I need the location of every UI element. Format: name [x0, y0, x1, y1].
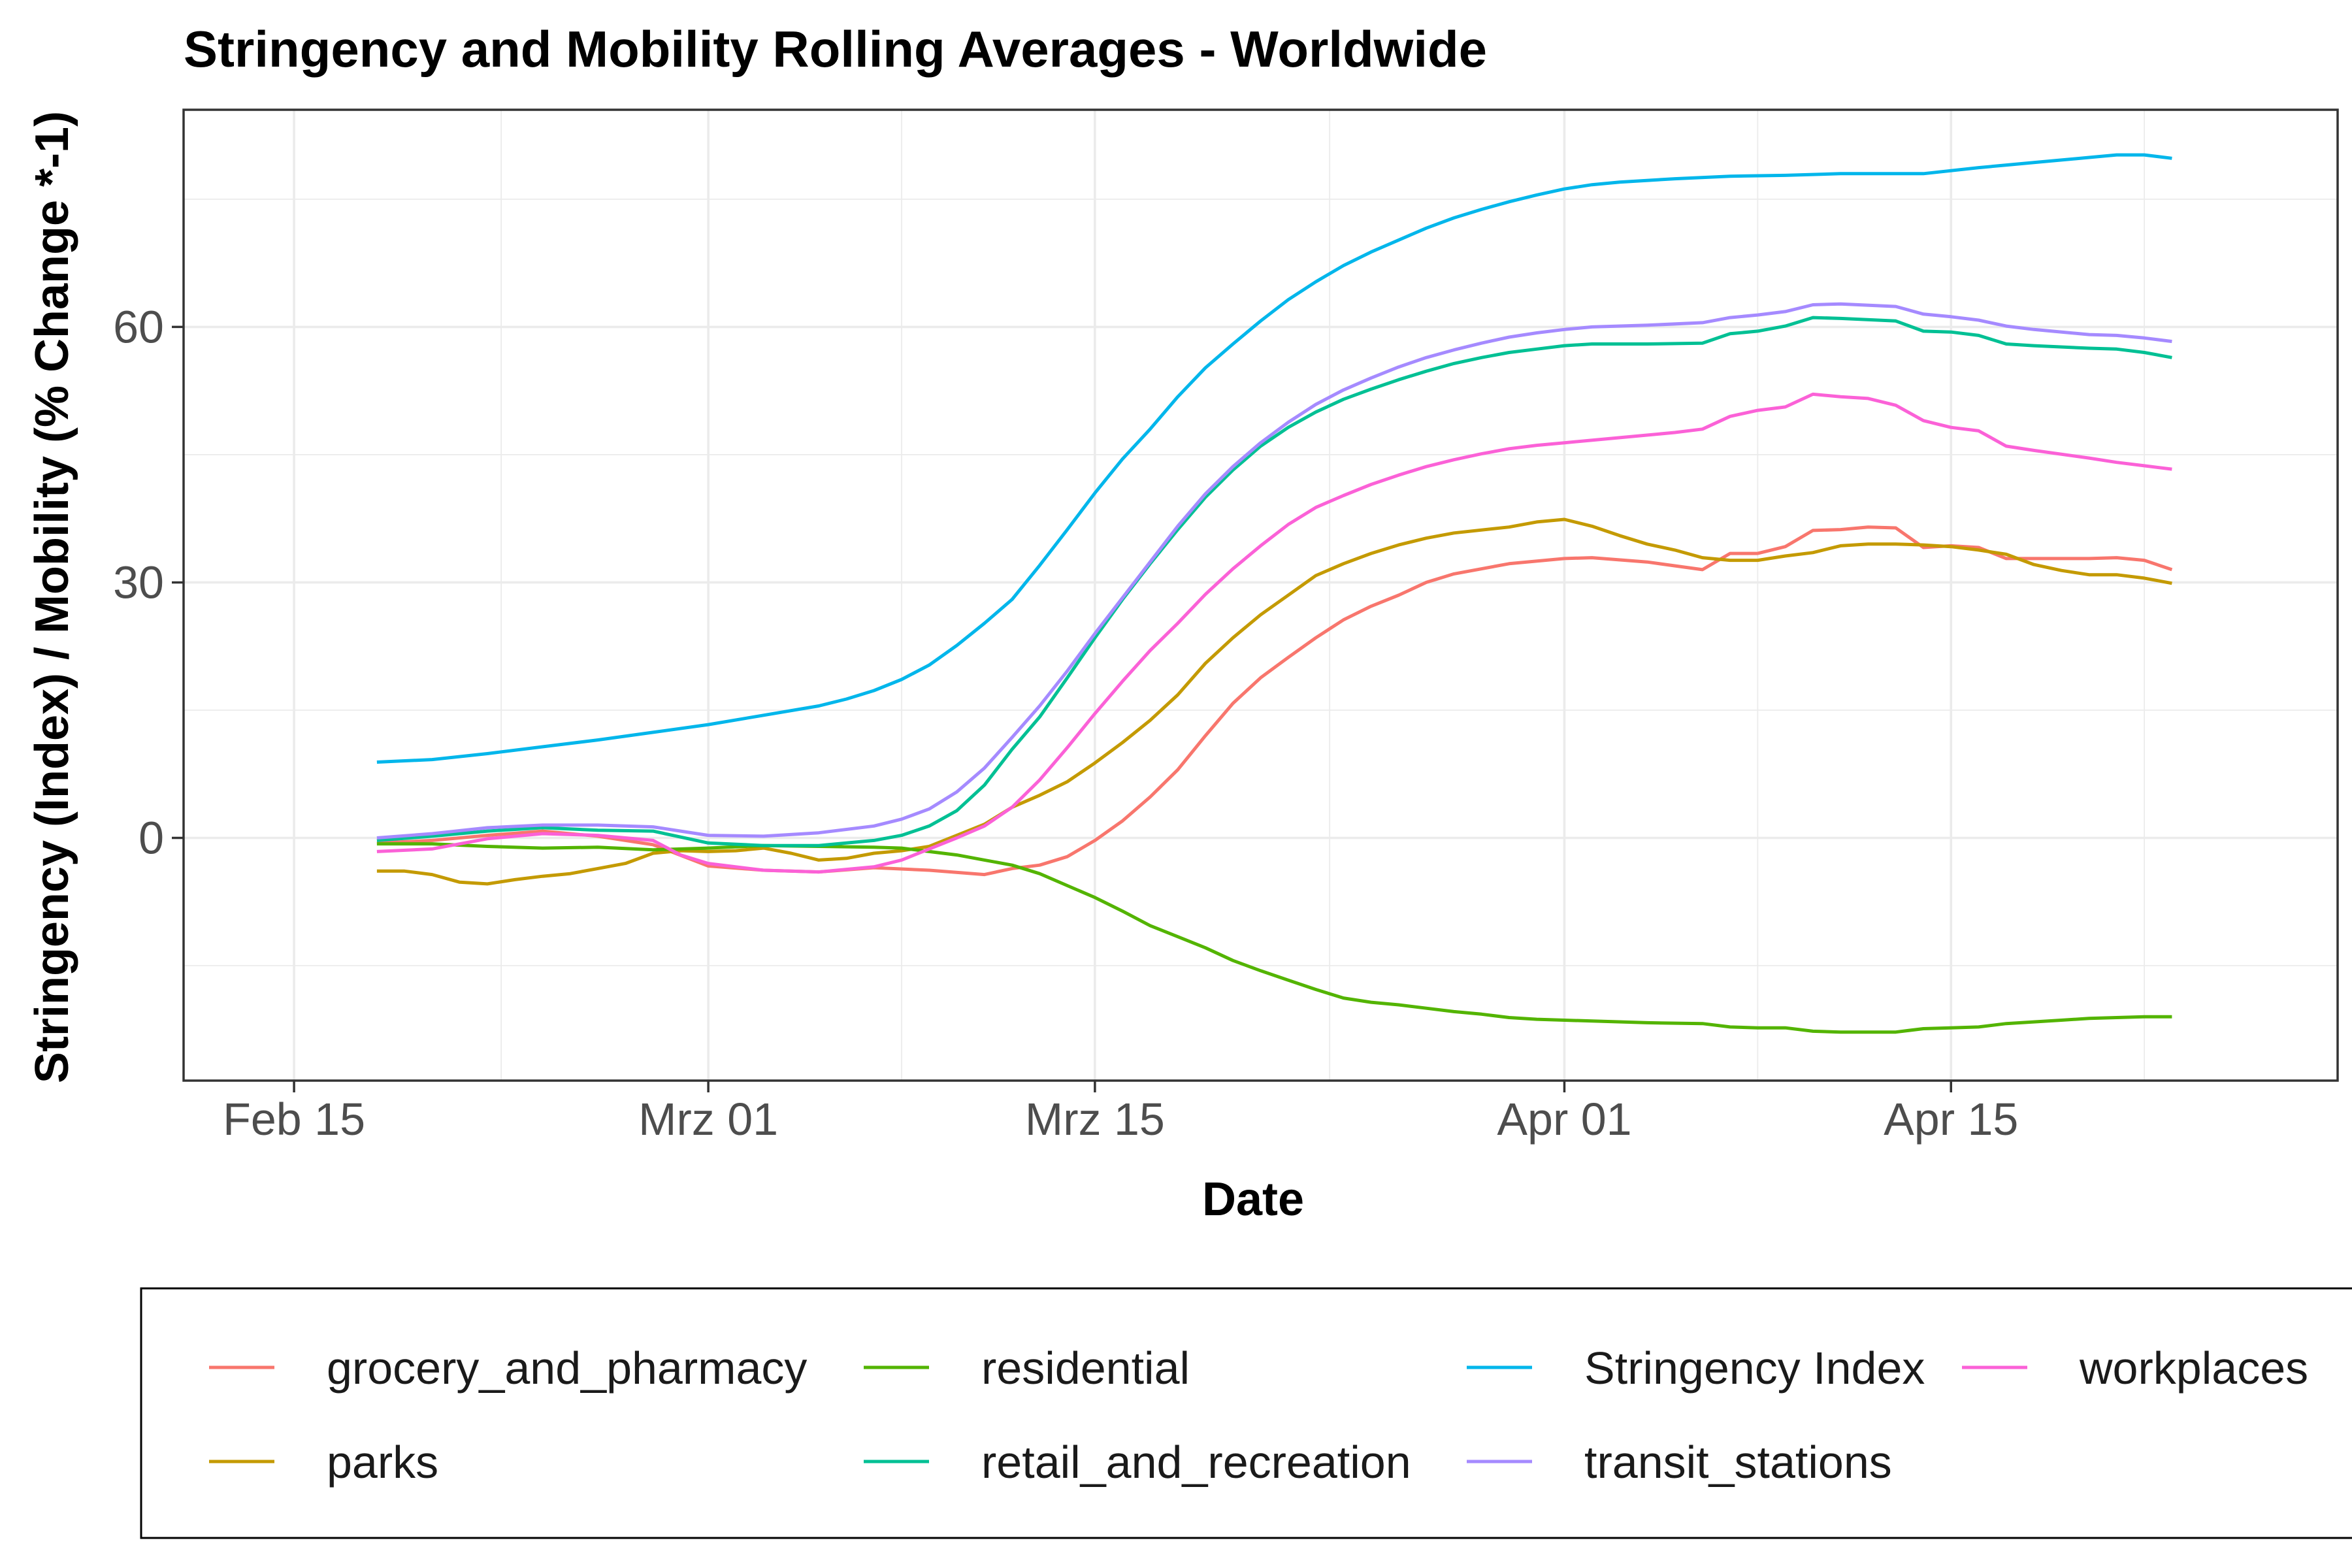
y-tick-label: 60	[113, 301, 164, 352]
x-axis-ticks: Feb 15 Mrz 01 Mrz 15 Apr 01 Apr 15	[223, 1081, 2018, 1145]
x-tick-label: Apr 01	[1497, 1094, 1631, 1145]
y-tick-label: 0	[139, 813, 164, 864]
x-axis-title: Date	[1202, 1173, 1304, 1226]
chart-title: Stringency and Mobility Rolling Averages…	[184, 20, 1487, 78]
legend-item: retail_and_recreation	[864, 1437, 1411, 1488]
series-lines	[376, 153, 2173, 1034]
plot-panel-background	[184, 110, 2338, 1081]
legend-label: workplaces	[2079, 1343, 2308, 1394]
y-axis-ticks: 0 30 60	[113, 301, 184, 864]
y-axis-title: Stringency (Index) / Mobility (% Change …	[26, 111, 78, 1083]
x-tick-label: Feb 15	[223, 1094, 365, 1145]
x-tick-label: Mrz 01	[638, 1094, 778, 1145]
legend-item: workplaces	[1962, 1343, 2308, 1394]
series-line-retail-and-recreation	[376, 316, 2172, 847]
legend-label: retail_and_recreation	[981, 1437, 1411, 1488]
legend-label: grocery_and_pharmacy	[327, 1343, 807, 1394]
series-line-residential	[376, 842, 2172, 1034]
grid	[184, 110, 2338, 1081]
legend-label: Stringency Index	[1584, 1343, 1925, 1394]
legend-item: parks	[209, 1437, 438, 1488]
y-tick-label: 30	[113, 557, 164, 608]
legend-item: transit_stations	[1467, 1437, 1892, 1488]
series-line-stringency-index	[376, 153, 2172, 764]
series-line-transit-stations	[376, 302, 2172, 840]
legend-label: parks	[327, 1437, 438, 1488]
plot-panel-border	[182, 108, 2339, 1082]
legend-item: residential	[864, 1343, 1190, 1394]
legend-label: transit_stations	[1584, 1437, 1892, 1488]
series-line-workplaces	[376, 392, 2172, 874]
legend-item: grocery_and_pharmacy	[209, 1343, 807, 1394]
legend-item: Stringency Index	[1467, 1343, 1925, 1394]
legend-box	[140, 1287, 2352, 1539]
x-tick-label: Apr 15	[1884, 1094, 2018, 1145]
x-tick-label: Mrz 15	[1025, 1094, 1165, 1145]
legend-label: residential	[981, 1343, 1190, 1394]
